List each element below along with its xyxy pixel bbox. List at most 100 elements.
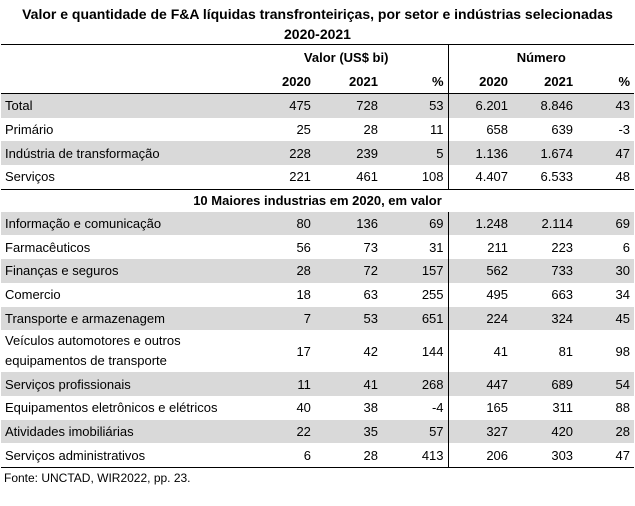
cell-n2020: 4.407 xyxy=(448,165,513,190)
industry-row: Serviços administrativos 6 28 413 206 303 47 xyxy=(1,443,634,468)
section-header-row: 10 Maiores industrias em 2020, em valor xyxy=(1,189,634,212)
cell-v2020: 228 xyxy=(244,141,315,166)
numero-group-header: Número xyxy=(448,44,634,69)
cell-v2021: 239 xyxy=(314,141,382,166)
col-header-valor-2021: 2021 xyxy=(314,69,382,94)
cell-v2021: 73 xyxy=(363,239,378,255)
industry-row: Veículos automotores e outros equipament… xyxy=(1,330,634,373)
cell-v2020: 475 xyxy=(244,93,315,118)
cell-n2020: 327 xyxy=(448,419,513,444)
cell-n2021: 303 xyxy=(512,443,578,468)
cell-n2021: 6.533 xyxy=(512,165,578,190)
cell-v2021: 53 xyxy=(314,306,382,331)
industry-row: Serviços profissionais 11 41 268 447 689 54 xyxy=(1,372,634,396)
cell-n2020: 1.248 xyxy=(448,211,513,236)
cell-v2020: 17 xyxy=(296,343,311,359)
title-line-2: 2020-2021 xyxy=(284,26,351,42)
cell-npct: 88 xyxy=(615,400,630,416)
summary-row: Serviços 221 461 108 4.407 6.533 48 xyxy=(1,165,634,190)
cell-npct: 54 xyxy=(577,372,634,396)
cell-n2021: 311 xyxy=(552,400,574,416)
group-header-row: Valor (US$ bi) Número xyxy=(1,44,634,69)
cell-v2021: 42 xyxy=(363,343,378,359)
cell-v2020: 221 xyxy=(244,165,315,190)
cell-n2021: 8.846 xyxy=(512,93,578,118)
row-label: Primário xyxy=(5,122,54,138)
cell-n2021: 2.114 xyxy=(512,211,578,236)
cell-vpct: -4 xyxy=(381,395,449,420)
cell-vpct: 268 xyxy=(381,372,449,396)
cell-npct: 28 xyxy=(577,419,634,444)
cell-n2021: 223 xyxy=(551,239,574,255)
cell-npct: 47 xyxy=(577,443,634,468)
cell-npct: 98 xyxy=(615,343,630,359)
cell-n2021: 733 xyxy=(512,259,578,283)
cell-vpct: 157 xyxy=(381,259,449,283)
cell-npct: 30 xyxy=(577,259,634,283)
cell-npct: -3 xyxy=(618,122,630,138)
cell-n2020: 6.201 xyxy=(448,93,513,118)
col-header-numero-2021: 2021 xyxy=(512,69,578,94)
col-header-valor-pct: % xyxy=(381,69,449,94)
col-header-numero-2020: 2020 xyxy=(448,69,513,94)
cell-vpct: 108 xyxy=(381,165,449,190)
header-blank-cell xyxy=(1,69,245,94)
industry-row: Transporte e armazenagem 7 53 651 224 324 45 xyxy=(1,306,634,331)
summary-row: Indústria de transformação 228 239 5 1.136 1.… xyxy=(1,141,634,166)
source-note: Fonte: UNCTAD, WIR2022, pp. 23. xyxy=(4,470,191,485)
table-title: Valor e quantidade de F&A líquidas trans… xyxy=(0,0,635,44)
cell-npct: 47 xyxy=(577,141,634,166)
row-label: Transporte e armazenagem xyxy=(1,306,245,331)
cell-n2021: 639 xyxy=(551,122,574,138)
cell-v2021: 72 xyxy=(314,259,382,283)
cell-n2020: 211 xyxy=(487,239,509,255)
cell-vpct: 255 xyxy=(381,282,449,307)
industry-row: Farmacêuticos 56 73 31 211 223 6 xyxy=(1,235,634,260)
cell-v2020: 28 xyxy=(244,259,315,283)
cell-npct: 45 xyxy=(577,306,634,331)
cell-v2021: 28 xyxy=(363,122,378,138)
cell-v2021: 41 xyxy=(314,372,382,396)
cell-vpct: 57 xyxy=(381,419,449,444)
row-label: Serviços profissionais xyxy=(1,372,245,396)
cell-n2020: 658 xyxy=(486,122,509,138)
cell-vpct: 413 xyxy=(381,443,449,468)
valor-group-header: Valor (US$ bi) xyxy=(244,44,449,69)
cell-n2021: 1.674 xyxy=(512,141,578,166)
row-label: Veículos automotores e outros equipament… xyxy=(5,333,181,369)
cell-vpct: 11 xyxy=(381,117,449,142)
row-label: Equipamentos eletrônicos e elétricos xyxy=(5,400,218,416)
cell-n2020: 206 xyxy=(448,443,513,468)
cell-vpct: 651 xyxy=(381,306,449,331)
cell-npct: 43 xyxy=(577,93,634,118)
cell-n2020: 224 xyxy=(448,306,513,331)
industry-row: Atividades imobiliárias 22 35 57 327 420 28 xyxy=(1,419,634,444)
industry-row: Informação e comunicação 80 136 69 1.248 2.11… xyxy=(1,211,634,236)
cell-v2020: 7 xyxy=(244,306,315,331)
cell-n2020: 447 xyxy=(448,372,513,396)
cell-npct: 34 xyxy=(615,287,630,303)
cell-v2021: 38 xyxy=(363,400,378,416)
section-title: 10 Maiores industrias em 2020, em valor xyxy=(193,193,442,209)
cell-v2020: 56 xyxy=(296,239,311,255)
col-header-valor-2020: 2020 xyxy=(244,69,315,94)
cell-v2021: 461 xyxy=(314,165,382,190)
row-label: Atividades imobiliárias xyxy=(1,419,245,444)
cell-n2020: 165 xyxy=(486,400,509,416)
cell-v2020: 6 xyxy=(244,443,315,468)
cell-v2021: 136 xyxy=(314,211,382,236)
cell-n2020: 41 xyxy=(493,343,509,359)
cell-v2021: 28 xyxy=(314,443,382,468)
row-label: Comercio xyxy=(5,287,61,303)
year-header-row: 2020 2021 % 2020 2021 % xyxy=(1,69,634,94)
cell-npct: 6 xyxy=(622,239,630,255)
industry-row: Equipamentos eletrônicos e elétricos 40 38… xyxy=(1,395,634,420)
col-header-numero-pct: % xyxy=(577,69,634,94)
row-label: Indústria de transformação xyxy=(1,141,245,166)
cell-n2021: 81 xyxy=(558,343,574,359)
row-label: Serviços administrativos xyxy=(1,443,245,468)
cell-v2020: 18 xyxy=(296,287,311,303)
summary-row: Total 475 728 53 6.201 8.846 43 xyxy=(1,93,634,118)
data-table: Valor (US$ bi) Número 2020 2021 % 2020 2… xyxy=(1,44,634,468)
cell-n2021: 663 xyxy=(551,287,574,303)
